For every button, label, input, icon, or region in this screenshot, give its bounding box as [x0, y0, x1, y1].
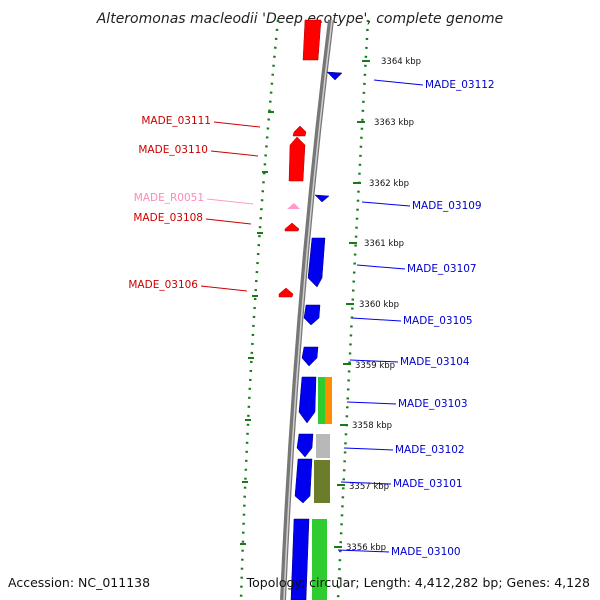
accession-text: Accession: NC_011138 [8, 575, 150, 590]
gene-feature [290, 518, 310, 600]
map-title: Alteromonas macleodii 'Deep ecotype', co… [96, 11, 504, 27]
gene-feature [278, 287, 294, 298]
category-block [318, 377, 325, 424]
gene-feature [294, 458, 313, 504]
category-block [325, 377, 332, 424]
gene-feature [284, 222, 300, 232]
gene-feature [314, 194, 330, 203]
inner-ring-ticks [240, 111, 274, 545]
reverse-genes [290, 71, 343, 600]
forward-genes [278, 19, 322, 298]
scale-label: 3357 kbp [349, 482, 389, 492]
gene-label-left[interactable]: MADE_03111 [141, 115, 211, 127]
gene-feature [301, 346, 319, 367]
rna-feature [287, 203, 300, 209]
gene-label-right[interactable]: MADE_03103 [398, 398, 468, 410]
gene-feature [303, 304, 321, 326]
gene-feature [298, 376, 317, 424]
category-block [316, 434, 330, 458]
scale-ticks [334, 60, 370, 548]
gene-label-right[interactable]: MADE_03109 [412, 200, 482, 212]
gene-label-left[interactable]: MADE_03110 [138, 144, 208, 156]
scale-label: 3358 kbp [352, 421, 392, 431]
gene-label-right[interactable]: MADE_03105 [403, 315, 473, 327]
scale-labels: 3364 kbp 3363 kbp 3362 kbp 3361 kbp 3360… [346, 57, 421, 553]
gene-label-left[interactable]: MADE_R0051 [134, 192, 204, 204]
gene-label-right[interactable]: MADE_03102 [395, 444, 465, 456]
scale-label: 3360 kbp [359, 300, 399, 310]
scale-label: 3361 kbp [364, 239, 404, 249]
inner-ring-left [239, 19, 280, 600]
scale-label: 3362 kbp [369, 179, 409, 189]
gene-label-right[interactable]: MADE_03100 [391, 546, 461, 558]
gene-feature [292, 125, 307, 137]
gene-feature [326, 71, 343, 81]
right-labels: MADE_03112 MADE_03109 MADE_03107 MADE_03… [337, 79, 495, 558]
gene-label-left[interactable]: MADE_03106 [128, 279, 198, 291]
scale-label: 3364 kbp [381, 57, 421, 67]
backbone-arc [280, 19, 334, 600]
gene-feature [288, 136, 306, 182]
category-block [312, 519, 327, 600]
category-block [314, 460, 330, 503]
gene-label-right[interactable]: MADE_03112 [425, 79, 495, 91]
gene-label-right[interactable]: MADE_03104 [400, 356, 470, 368]
scale-label: 3356 kbp [346, 543, 386, 553]
gene-label-left[interactable]: MADE_03108 [133, 212, 203, 224]
backbone-highlight [283, 19, 333, 600]
gene-feature [302, 19, 322, 61]
scale-ring-right [336, 19, 370, 600]
scale-label: 3359 kbp [355, 361, 395, 371]
gene-feature [296, 433, 314, 458]
topology-text: Topology: circular; Length: 4,412,282 bp… [246, 575, 590, 590]
scale-label: 3363 kbp [374, 118, 414, 128]
gene-feature [307, 237, 326, 288]
left-labels: MADE_03111 MADE_03110 MADE_R0051 MADE_03… [128, 115, 261, 292]
gene-label-right[interactable]: MADE_03101 [393, 478, 463, 490]
gene-label-right[interactable]: MADE_03107 [407, 263, 477, 275]
